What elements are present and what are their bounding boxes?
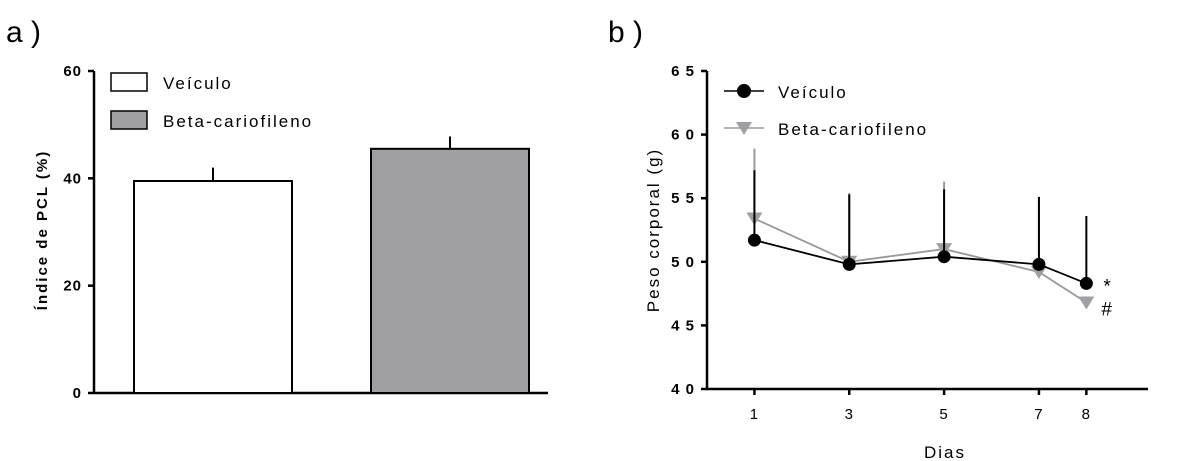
line-marks: *# [746, 148, 1112, 321]
panel-a-label: a ) [6, 16, 41, 49]
legend-label-beta: Beta-cariofileno [163, 112, 313, 131]
bar-chart-panel: Índice de PCL (%) 0 20 40 60 Veículo Beta-c… [34, 63, 548, 402]
bar-marks [133, 136, 530, 394]
line-y-tick-label: 6 0 [671, 127, 695, 144]
line-legend: Veículo Beta-cariofileno [724, 83, 928, 139]
bar-y-tick-label: 60 [63, 63, 82, 80]
bar-y-tick-label: 0 [73, 385, 82, 402]
legend-label-vehicle-b: Veículo [778, 83, 848, 102]
legend-swatch-vehicle [110, 72, 148, 92]
bar-vehicle [133, 180, 293, 394]
vehicle-point [937, 250, 951, 264]
beta-point [1078, 296, 1095, 310]
panel-b-label: b ) [608, 16, 643, 49]
legend-marker-beta [736, 122, 752, 135]
line-y-axis-label: Peso corporal (g) [644, 148, 663, 312]
legend-marker-vehicle [737, 84, 751, 98]
line-y-tick-label: 4 5 [671, 317, 695, 334]
line-x-tick-label: 7 [1034, 406, 1043, 423]
legend-swatch-beta [110, 110, 148, 130]
bar-y-tick-label: 20 [63, 278, 82, 295]
bar-legend: Veículo Beta-cariofileno [110, 72, 313, 131]
line-x-tick-label: 1 [750, 406, 759, 423]
line-x-tick-label: 8 [1082, 406, 1091, 423]
line-x-tick-label: 5 [939, 406, 948, 423]
line-x-tick-label: 3 [845, 406, 854, 423]
line-chart-panel: Peso corporal (g) Dias 4 0 4 5 5 0 5 5 6 0 6 … [644, 63, 1148, 461]
line-y-tick-label: 5 5 [671, 190, 695, 207]
bar-beta-caryophyllene [370, 147, 530, 394]
significance-asterisk: * [1103, 276, 1111, 297]
significance-hash: # [1101, 300, 1112, 321]
line-y-tick-label: 6 5 [671, 63, 695, 80]
line-x-axis-label: Dias [924, 443, 966, 461]
line-axes: 4 0 4 5 5 0 5 5 6 0 6 5 1 3 5 7 8 [671, 63, 1148, 423]
vehicle-point [747, 233, 761, 247]
vehicle-point [842, 257, 856, 271]
vehicle-point [1079, 276, 1093, 290]
line-y-tick-label: 4 0 [671, 381, 695, 398]
bar-y-tick-label: 40 [63, 170, 82, 187]
legend-label-beta-b: Beta-cariofileno [778, 120, 928, 139]
vehicle-point [1032, 257, 1046, 271]
line-y-tick-label: 5 0 [671, 254, 695, 271]
bar-y-axis-label: Índice de PCL (%) [34, 150, 51, 310]
legend-label-vehicle: Veículo [163, 74, 233, 93]
